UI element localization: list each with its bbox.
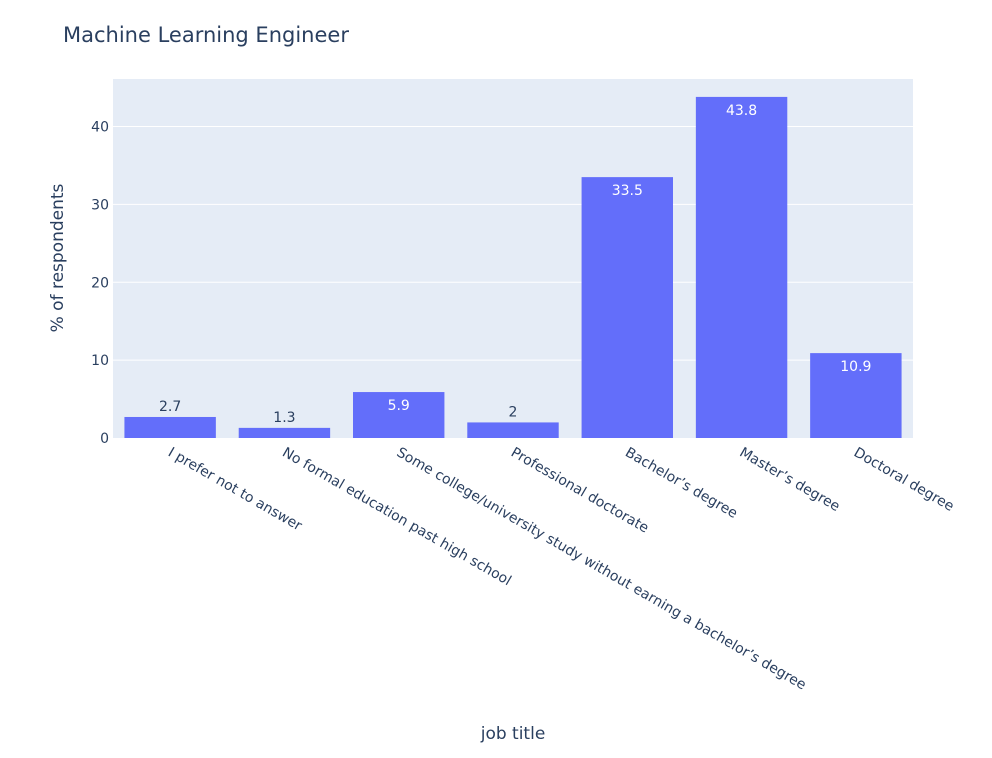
- bar-data-label: 33.5: [612, 183, 643, 199]
- y-axis-title: % of respondents: [48, 183, 68, 332]
- x-axis-title: job title: [480, 724, 546, 744]
- x-tick-label: Master’s degree: [737, 445, 843, 515]
- x-tick-label: Doctoral degree: [851, 445, 957, 515]
- y-tick-label: 0: [100, 431, 109, 447]
- y-tick-label: 10: [91, 353, 109, 369]
- bar-data-label: 2: [509, 404, 518, 420]
- y-axis-ticks: 0 10 20 30 40: [91, 120, 109, 447]
- x-tick-label: No formal education past high school: [279, 445, 513, 590]
- bars: [124, 96, 902, 439]
- bar: [124, 416, 216, 438]
- plot-area: [113, 79, 913, 438]
- data-labels: 2.7 1.3 5.9 2 33.5 43.8 10.9: [159, 103, 871, 426]
- bar-data-label: 10.9: [840, 359, 871, 375]
- y-tick-label: 30: [91, 197, 109, 213]
- bar: [467, 422, 559, 438]
- bar: [353, 392, 445, 438]
- x-tick-label: Some college/university study without ea…: [394, 445, 809, 694]
- bar-data-label: 5.9: [388, 398, 410, 414]
- bar-data-label: 1.3: [273, 410, 295, 426]
- y-tick-label: 20: [91, 275, 109, 291]
- bar: [581, 177, 673, 439]
- bar: [238, 427, 331, 438]
- bar-data-label: 43.8: [726, 103, 757, 119]
- x-tick-label: Bachelor’s degree: [622, 445, 740, 522]
- bar: [810, 353, 902, 438]
- y-tick-label: 40: [91, 120, 109, 136]
- bar-data-label: 2.7: [159, 399, 181, 415]
- chart-title: Machine Learning Engineer: [63, 23, 349, 47]
- bar: [695, 96, 788, 438]
